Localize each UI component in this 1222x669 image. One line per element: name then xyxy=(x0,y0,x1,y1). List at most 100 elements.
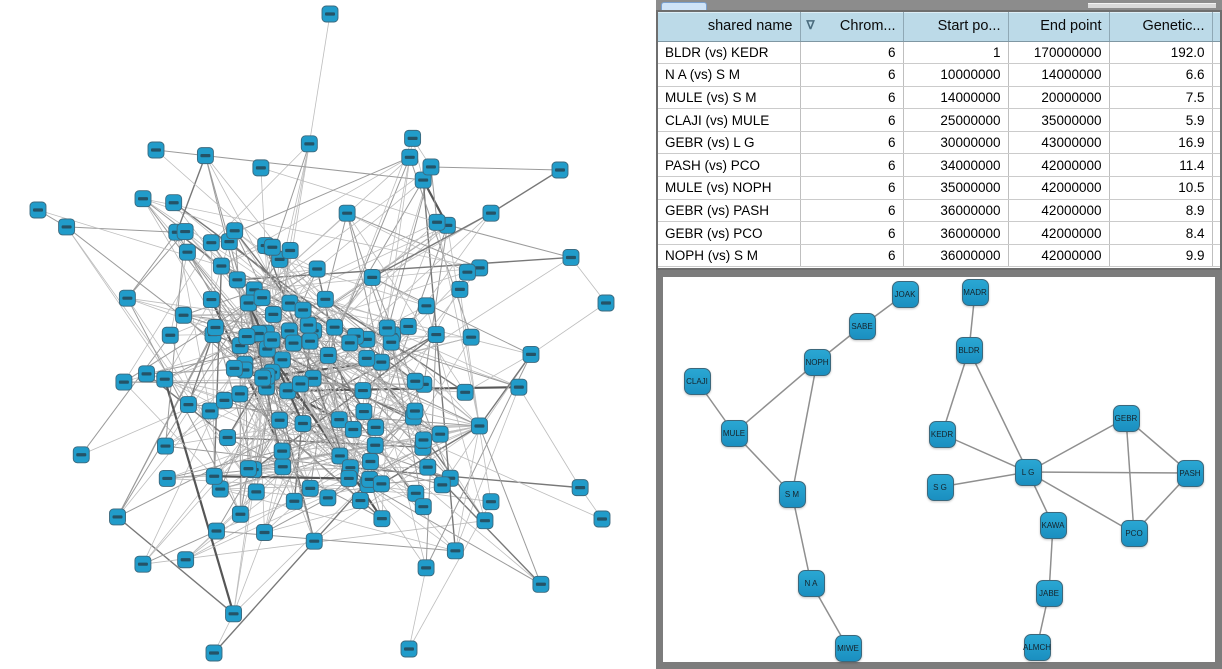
network-edge[interactable] xyxy=(271,339,480,427)
cell-end_point[interactable]: 35000000 xyxy=(1008,108,1110,132)
column-header-end-point[interactable]: End point xyxy=(1008,12,1110,42)
network-edge[interactable] xyxy=(282,358,368,468)
cell-genetic_distance[interactable]: 8.9 xyxy=(1109,199,1213,223)
network-edge[interactable] xyxy=(430,166,438,223)
network-edge[interactable] xyxy=(126,231,178,299)
network-edge[interactable] xyxy=(363,411,441,435)
subnetwork-node-PASH[interactable]: PASH xyxy=(1176,459,1204,487)
network-edge[interactable] xyxy=(459,289,480,427)
network-edge[interactable] xyxy=(142,198,235,232)
network-edge[interactable] xyxy=(142,198,245,371)
cell-end_point[interactable]: 42000000 xyxy=(1008,176,1110,200)
network-edge[interactable] xyxy=(454,425,480,551)
subnetwork-node-L-G[interactable]: L G xyxy=(1014,458,1042,486)
cell-chromosome[interactable]: 6 xyxy=(800,86,904,110)
network-edge[interactable] xyxy=(163,378,235,615)
network-edge[interactable] xyxy=(265,245,351,475)
table-row[interactable]: CLAJI (vs) MULE 6 25000000 35000000 5.9 xyxy=(658,108,1220,132)
cell-genetic_distance[interactable]: 192.0 xyxy=(1109,41,1213,65)
network-edge[interactable] xyxy=(248,212,348,304)
network-edge[interactable] xyxy=(66,226,177,233)
network-edge[interactable] xyxy=(233,479,370,615)
cell-chromosome[interactable]: 6 xyxy=(800,63,904,87)
network-edge[interactable] xyxy=(327,355,369,485)
network-edge[interactable] xyxy=(169,252,188,336)
column-header-genetic-distance[interactable]: Genetic... xyxy=(1109,12,1213,42)
cell-start_position[interactable]: 34000000 xyxy=(903,153,1009,178)
network-edge[interactable] xyxy=(117,516,234,615)
network-edge[interactable] xyxy=(266,354,329,388)
cell-start_position[interactable]: 1 xyxy=(903,41,1009,65)
subnetwork-node-S-G[interactable]: S G xyxy=(926,473,954,501)
column-header-shared-name[interactable]: shared name xyxy=(658,12,801,42)
cell-shared_name[interactable]: GEBR (vs) L G xyxy=(658,131,801,155)
network-edge[interactable] xyxy=(173,202,222,267)
network-edge[interactable] xyxy=(414,410,480,427)
network-edge[interactable] xyxy=(371,212,492,279)
table-row[interactable]: GEBR (vs) L G 6 30000000 43000000 16.9 xyxy=(658,131,1220,155)
subnetwork-node-BLDR[interactable]: BLDR xyxy=(955,336,983,364)
cell-chromosome[interactable]: 6 xyxy=(800,153,904,178)
cell-end_point[interactable]: 170000000 xyxy=(1008,41,1110,65)
subnetwork-node-NOPH[interactable]: NOPH xyxy=(803,348,831,376)
network-edge[interactable] xyxy=(248,302,429,468)
network-edge[interactable] xyxy=(387,327,520,388)
cell-end_point[interactable]: 43000000 xyxy=(1008,131,1110,155)
network-edge[interactable] xyxy=(123,242,212,383)
network-edge[interactable] xyxy=(478,425,542,585)
cell-chromosome[interactable]: 6 xyxy=(800,244,904,268)
network-edge[interactable] xyxy=(164,378,350,475)
panel-tab-fragment[interactable] xyxy=(661,2,707,10)
network-edge[interactable] xyxy=(328,355,416,412)
network-edge[interactable] xyxy=(142,530,217,565)
cell-end_point[interactable]: 14000000 xyxy=(1008,63,1110,87)
cell-shared_name[interactable]: MULE (vs) NOPH xyxy=(658,176,801,200)
network-edge[interactable] xyxy=(66,226,257,493)
network-edge[interactable] xyxy=(374,444,542,585)
network-edge[interactable] xyxy=(423,439,603,520)
network-edge[interactable] xyxy=(346,212,480,269)
network-edge[interactable] xyxy=(490,169,561,214)
network-edge[interactable] xyxy=(446,225,492,502)
cell-start_position[interactable]: 35000000 xyxy=(903,176,1009,200)
network-edge[interactable] xyxy=(240,345,329,356)
network-edge[interactable] xyxy=(205,155,424,181)
table-row[interactable]: PASH (vs) PCO 6 34000000 42000000 11.4 xyxy=(658,153,1220,178)
cell-genetic_distance[interactable]: 7.5 xyxy=(1109,86,1213,110)
cell-chromosome[interactable]: 6 xyxy=(800,221,904,245)
cell-end_point[interactable]: 42000000 xyxy=(1008,244,1110,268)
network-edge[interactable] xyxy=(214,475,349,480)
column-header-chromosome[interactable]: ∇ Chrom... xyxy=(800,12,904,42)
network-edge[interactable] xyxy=(167,466,283,479)
network-edge[interactable] xyxy=(328,334,437,356)
cell-start_position[interactable]: 14000000 xyxy=(903,86,1009,110)
cell-shared_name[interactable]: CLAJI (vs) MULE xyxy=(658,108,801,132)
cell-start_position[interactable]: 36000000 xyxy=(903,244,1009,268)
network-edge[interactable] xyxy=(239,336,472,395)
subnetwork-edge[interactable] xyxy=(941,349,970,435)
subnetwork-edge[interactable] xyxy=(733,361,818,434)
network-edge[interactable] xyxy=(325,298,480,427)
column-header-start-position[interactable]: Start po... xyxy=(903,12,1009,42)
subnetwork-canvas[interactable]: JOAK MADR SABE BLDR NOPH CLAJI GEBR MULE KEDR L G… xyxy=(663,277,1215,662)
network-edge[interactable] xyxy=(408,567,427,650)
network-edge[interactable] xyxy=(216,530,456,552)
subnetwork-node-KAWA[interactable]: KAWA xyxy=(1039,511,1067,539)
cell-start_position[interactable]: 25000000 xyxy=(903,108,1009,132)
network-edge[interactable] xyxy=(464,354,532,393)
cell-shared_name[interactable]: PASH (vs) PCO xyxy=(658,153,801,178)
network-edge[interactable] xyxy=(530,302,607,355)
cell-end_point[interactable]: 20000000 xyxy=(1008,86,1110,110)
table-row[interactable]: MULE (vs) S M 6 14000000 20000000 7.5 xyxy=(658,86,1220,110)
network-edge[interactable] xyxy=(279,259,427,307)
cell-genetic_distance[interactable]: 16.9 xyxy=(1109,131,1213,155)
network-edge[interactable] xyxy=(239,393,361,501)
cell-start_position[interactable]: 36000000 xyxy=(903,221,1009,245)
subnetwork-edge[interactable] xyxy=(968,349,1029,473)
main-network-panel[interactable] xyxy=(0,0,656,669)
network-edge[interactable] xyxy=(170,302,249,336)
subnetwork-edge[interactable] xyxy=(1027,471,1135,534)
cell-chromosome[interactable]: 6 xyxy=(800,131,904,155)
network-edge[interactable] xyxy=(165,297,263,447)
subnetwork-node-MADR[interactable]: MADR xyxy=(961,278,989,306)
